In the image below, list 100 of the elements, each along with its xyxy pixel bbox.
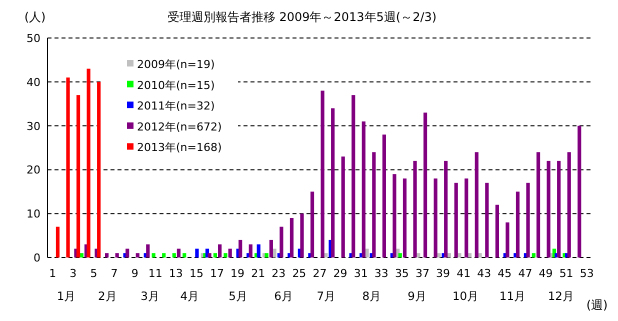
bar xyxy=(444,160,448,258)
x-tick-label: 15 xyxy=(189,267,204,280)
bar xyxy=(228,248,232,258)
x-tick-label: 53 xyxy=(580,267,594,280)
bar xyxy=(447,253,452,258)
bar xyxy=(526,182,530,258)
x-tick-label: 21 xyxy=(251,267,266,280)
x-tick-label: 11 xyxy=(148,267,162,280)
x-tick-label: 1 xyxy=(49,267,56,280)
x-tick-label: 37 xyxy=(415,267,430,280)
chart-title: 受理週別報告者推移 2009年～2013年5週(～2/3) xyxy=(167,10,437,24)
bar xyxy=(256,244,260,258)
x-tick-label: 43 xyxy=(477,267,492,280)
x2-tick-label: 11月 xyxy=(499,289,526,303)
bar xyxy=(578,126,582,258)
bar xyxy=(162,253,166,258)
bar xyxy=(506,222,510,258)
bar xyxy=(97,82,101,258)
legend-label: 2009年(n=19) xyxy=(137,58,215,71)
x-tick-label: 5 xyxy=(90,267,98,280)
y-tick-label: 20 xyxy=(26,164,40,177)
bar xyxy=(264,253,268,258)
bar xyxy=(176,248,181,258)
bar xyxy=(372,152,376,258)
legend-label: 2013年(n=168) xyxy=(137,141,222,154)
x-tick-label: 13 xyxy=(168,267,183,280)
bar xyxy=(454,182,458,258)
bar xyxy=(300,214,304,258)
bar xyxy=(331,108,335,258)
bar xyxy=(398,253,402,258)
y-tick-label: 40 xyxy=(26,76,40,89)
bar xyxy=(478,253,482,258)
bar xyxy=(536,152,540,258)
bar xyxy=(290,218,294,258)
bar xyxy=(126,248,130,258)
bar xyxy=(182,253,186,258)
bar xyxy=(365,248,369,258)
bar xyxy=(272,248,276,258)
x2-tick-label: 3月 xyxy=(140,289,160,303)
bar xyxy=(218,244,222,258)
x-tick-label: 45 xyxy=(498,267,512,280)
x-tick-label: 3 xyxy=(70,267,77,280)
bar xyxy=(468,253,472,258)
bar xyxy=(382,134,386,258)
x-tick-label: 25 xyxy=(292,267,306,280)
bar xyxy=(392,174,396,258)
x-tick-label: 23 xyxy=(272,267,286,280)
bar xyxy=(213,253,218,258)
x-tick-label: 29 xyxy=(333,267,348,280)
bar xyxy=(248,244,252,258)
bar xyxy=(105,253,109,258)
x2-tick-label: 6月 xyxy=(274,289,294,303)
x2-tick-label: 1月 xyxy=(56,289,76,303)
legend-label: 2012年(n=672) xyxy=(137,120,222,134)
bar xyxy=(280,226,284,258)
bar xyxy=(195,248,199,258)
bar xyxy=(546,160,550,258)
bar xyxy=(146,244,150,258)
x-tick-label: 41 xyxy=(456,267,471,280)
x-tick-label: 35 xyxy=(394,267,409,280)
x-tick-label: 19 xyxy=(230,267,245,280)
x2-tick-label: 5月 xyxy=(228,289,248,303)
bar xyxy=(362,121,366,258)
bar xyxy=(86,68,90,258)
bar xyxy=(557,160,561,258)
x2-tick-label: 9月 xyxy=(408,289,428,303)
bar xyxy=(413,160,417,258)
x-tick-label: 33 xyxy=(374,267,388,280)
x2-tick-label: 7月 xyxy=(316,289,336,303)
x2-tick-label: 4月 xyxy=(180,289,200,303)
y-tick-label: 10 xyxy=(26,208,40,221)
legend-label: 2010年(n=15) xyxy=(137,78,215,92)
legend-label: 2011年(n=32) xyxy=(137,100,215,113)
bar xyxy=(80,253,84,258)
x-tick-label: 51 xyxy=(559,267,574,280)
bar xyxy=(136,253,140,258)
bar xyxy=(56,226,60,258)
bar xyxy=(434,178,438,258)
bar xyxy=(532,253,536,258)
bar xyxy=(458,253,462,258)
bar xyxy=(474,152,478,258)
x-tick-label: 27 xyxy=(312,267,327,280)
x-tick-label: 47 xyxy=(518,267,532,280)
bar xyxy=(76,95,80,258)
bar xyxy=(224,253,228,258)
y-tick-label: 0 xyxy=(34,252,40,264)
bar xyxy=(567,152,571,258)
bar xyxy=(66,78,70,258)
bar xyxy=(115,253,119,258)
x-tick-label: 49 xyxy=(538,267,553,280)
bar xyxy=(516,192,520,258)
y-tick-label: 30 xyxy=(26,120,40,133)
x2-tick-label: 12月 xyxy=(548,289,574,303)
bar xyxy=(495,204,499,258)
bar xyxy=(352,95,356,258)
bar xyxy=(208,253,212,258)
y-axis-title: (人) xyxy=(24,10,46,24)
x-tick-label: 9 xyxy=(131,267,138,280)
bar xyxy=(310,192,314,258)
x2-tick-label: 8月 xyxy=(362,289,382,303)
